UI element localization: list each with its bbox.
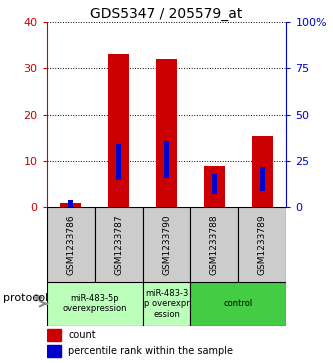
Text: GSM1233789: GSM1233789 xyxy=(258,214,267,275)
Bar xyxy=(190,282,286,326)
Text: miR-483-3
p overexpr
ession: miR-483-3 p overexpr ession xyxy=(144,289,189,319)
Bar xyxy=(259,167,265,191)
Text: protocol: protocol xyxy=(3,293,49,303)
Bar xyxy=(47,207,95,282)
Bar xyxy=(68,200,74,207)
Bar xyxy=(47,345,61,357)
Text: count: count xyxy=(68,330,96,340)
Text: miR-483-5p
overexpression: miR-483-5p overexpression xyxy=(62,294,127,313)
Text: percentile rank within the sample: percentile rank within the sample xyxy=(68,346,233,356)
Bar xyxy=(143,207,190,282)
Bar xyxy=(164,140,169,178)
Text: GSM1233788: GSM1233788 xyxy=(210,214,219,275)
Bar xyxy=(108,54,129,207)
Title: GDS5347 / 205579_at: GDS5347 / 205579_at xyxy=(90,7,243,21)
Bar xyxy=(143,282,190,326)
Text: GSM1233790: GSM1233790 xyxy=(162,214,171,275)
Bar xyxy=(190,207,238,282)
Bar xyxy=(60,203,81,207)
Bar xyxy=(156,59,177,207)
Bar xyxy=(252,135,273,207)
Text: control: control xyxy=(224,299,253,308)
Text: GSM1233787: GSM1233787 xyxy=(114,214,123,275)
Bar xyxy=(204,166,225,207)
Text: GSM1233786: GSM1233786 xyxy=(66,214,75,275)
Bar xyxy=(95,207,143,282)
Bar xyxy=(116,144,122,180)
Bar xyxy=(238,207,286,282)
Bar xyxy=(47,329,61,341)
Bar xyxy=(47,282,143,326)
Bar xyxy=(211,174,217,195)
